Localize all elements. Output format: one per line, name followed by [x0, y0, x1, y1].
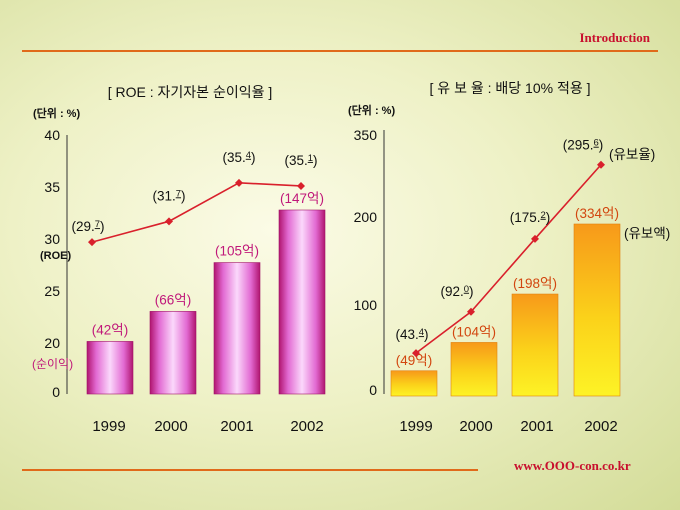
- left-line-side-label: (ROE): [40, 250, 72, 262]
- right-y-tick: 350: [354, 127, 378, 143]
- right-line-point: [597, 160, 605, 169]
- left-bar-label: (66억): [155, 292, 191, 307]
- left-line-series: [91, 182, 302, 243]
- bottom-divider: [22, 469, 478, 471]
- top-divider: [22, 50, 658, 52]
- right-line-point-label: (92.0): [440, 284, 473, 299]
- right-bar-label: (104억): [452, 324, 496, 339]
- left-y-tick: 20: [44, 335, 60, 351]
- left-bar-label: (42억): [92, 322, 128, 337]
- left-line-point-label: (35.4): [222, 150, 255, 165]
- left-bar: [86, 341, 134, 395]
- left-y-tick: 30: [44, 231, 60, 247]
- left-unit-label: (단위 : %): [33, 106, 80, 120]
- left-bar-label: (105억): [215, 244, 259, 259]
- left-bar-side-label: (순이익): [32, 357, 73, 371]
- right-line-point: [467, 307, 475, 316]
- right-unit-label: (단위 : %): [348, 103, 395, 117]
- left-line-point: [297, 181, 305, 190]
- left-line-point-label: (29.7): [71, 219, 104, 234]
- right-bar: [390, 370, 438, 397]
- left-y-tick: 40: [44, 127, 60, 143]
- left-x-tick: 2001: [220, 418, 253, 435]
- right-line-point: [531, 234, 539, 243]
- left-chart-title: [ ROE : 자기자본 순이익율 ]: [108, 84, 273, 100]
- left-x-tick: 2002: [290, 418, 323, 435]
- right-bar: [573, 223, 621, 397]
- left-y-tick: 35: [44, 179, 60, 195]
- right-line-point-label: (295.6): [563, 138, 604, 153]
- right-line-point: [412, 349, 420, 358]
- right-y-tick: 200: [354, 209, 378, 225]
- left-bar-label: (147억): [280, 191, 324, 206]
- right-bar-label: (334억): [575, 206, 619, 221]
- right-x-tick: 2001: [520, 418, 553, 435]
- right-x-tick: 2000: [459, 418, 492, 435]
- right-line-point-label: (175.2): [510, 210, 551, 225]
- right-line-series: [415, 164, 602, 354]
- right-bar: [511, 293, 559, 397]
- right-bar-label: (49억): [396, 353, 432, 368]
- right-x-tick: 2002: [584, 418, 617, 435]
- left-bar: [149, 311, 197, 395]
- right-bar-side-label: (유보액): [624, 226, 670, 241]
- left-bar: [213, 262, 261, 395]
- left-line-point: [88, 238, 96, 247]
- left-line-point-label: (35.1): [284, 153, 317, 168]
- left-line-point: [165, 217, 173, 226]
- left-y-tick: 25: [44, 283, 60, 299]
- right-bar: [450, 342, 498, 397]
- left-line-point: [235, 178, 243, 187]
- left-x-tick: 2000: [154, 418, 187, 435]
- right-line-side-label: (유보율): [609, 147, 655, 162]
- right-x-tick: 1999: [399, 418, 432, 435]
- footer-url: www.OOO-con.co.kr: [514, 458, 631, 473]
- page-title: Introduction: [579, 30, 650, 45]
- right-y-tick: 0: [369, 382, 377, 398]
- left-bar: [278, 209, 326, 395]
- left-y-tick: 0: [52, 384, 60, 400]
- left-x-tick: 1999: [92, 418, 125, 435]
- right-y-tick: 100: [354, 297, 378, 313]
- right-chart-title: [ 유 보 율 : 배당 10% 적용 ]: [430, 80, 591, 96]
- left-line-point-label: (31.7): [152, 188, 185, 203]
- right-bar-label: (198억): [513, 276, 557, 291]
- right-line-point-label: (43.4): [395, 327, 428, 342]
